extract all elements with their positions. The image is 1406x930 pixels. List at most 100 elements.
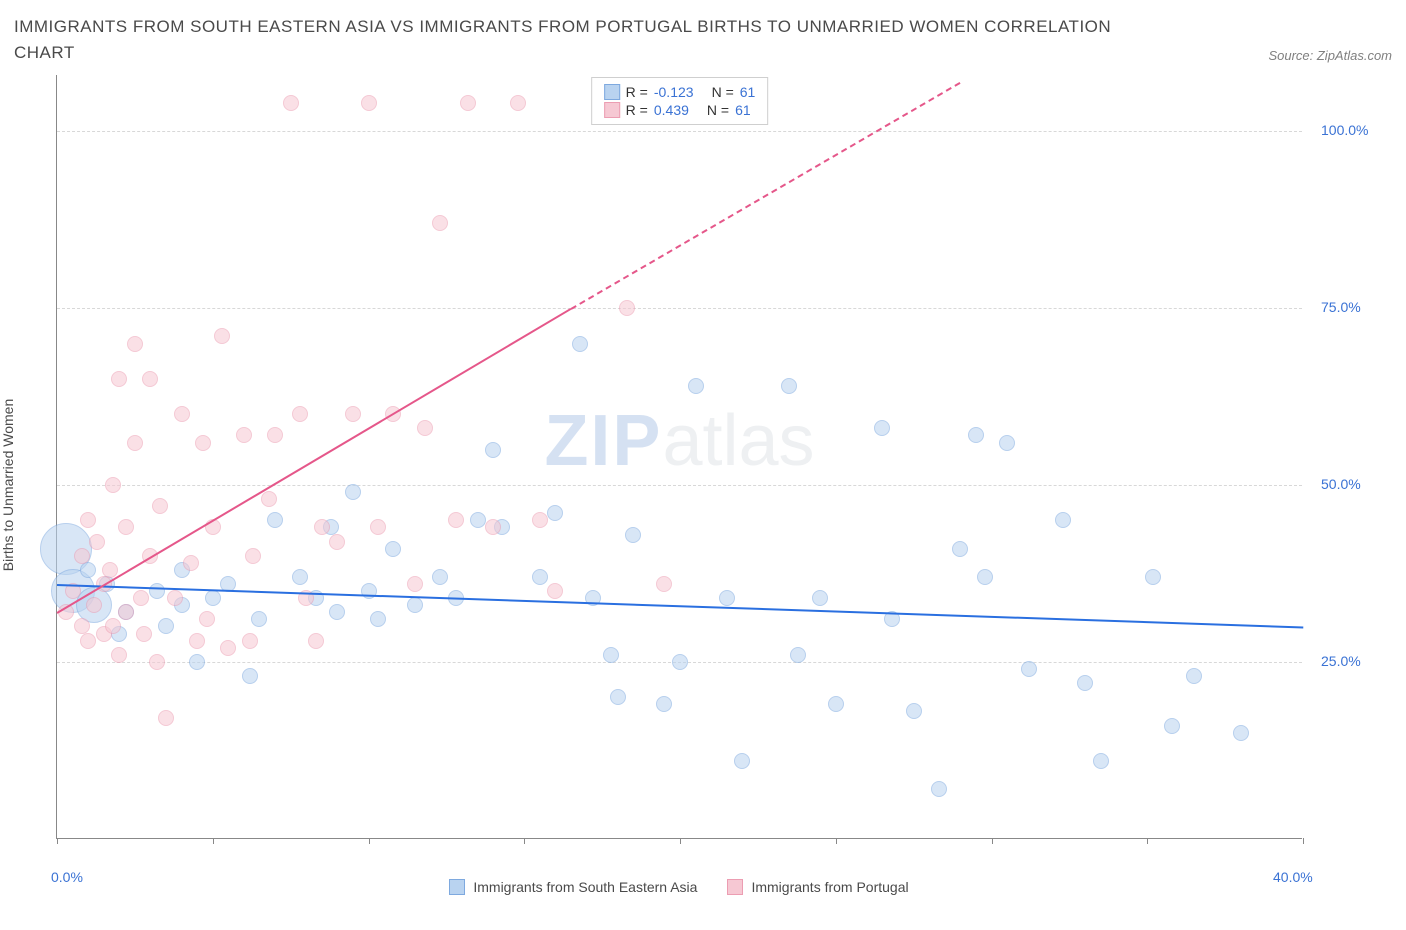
data-point-portugal — [361, 95, 377, 111]
swatch-sea — [449, 879, 465, 895]
x-tick — [524, 838, 525, 844]
data-point-portugal — [510, 95, 526, 111]
data-point-portugal — [74, 548, 90, 564]
data-point-portugal — [158, 710, 174, 726]
data-point-sea — [485, 442, 501, 458]
data-point-sea — [672, 654, 688, 670]
data-point-sea — [158, 618, 174, 634]
data-point-portugal — [432, 215, 448, 231]
data-point-portugal — [142, 371, 158, 387]
data-point-portugal — [199, 611, 215, 627]
r-label: R = — [626, 84, 648, 100]
data-point-portugal — [149, 654, 165, 670]
data-point-portugal — [136, 626, 152, 642]
data-point-portugal — [214, 328, 230, 344]
data-point-sea — [812, 590, 828, 606]
data-point-portugal — [133, 590, 149, 606]
r-label: R = — [626, 102, 648, 118]
x-tick — [836, 838, 837, 844]
data-point-sea — [931, 781, 947, 797]
n-label: N = — [707, 102, 729, 118]
data-point-sea — [385, 541, 401, 557]
data-point-portugal — [127, 435, 143, 451]
data-point-portugal — [292, 406, 308, 422]
source-attribution: Source: ZipAtlas.com — [1268, 48, 1392, 67]
data-point-sea — [625, 527, 641, 543]
r-value: 0.439 — [654, 102, 689, 118]
data-point-sea — [532, 569, 548, 585]
data-point-sea — [251, 611, 267, 627]
data-point-sea — [874, 420, 890, 436]
x-tick — [680, 838, 681, 844]
data-point-portugal — [174, 406, 190, 422]
data-point-portugal — [111, 647, 127, 663]
data-point-sea — [149, 583, 165, 599]
y-tick-label: 100.0% — [1321, 122, 1368, 138]
legend-label: Immigrants from South Eastern Asia — [473, 879, 697, 895]
data-point-portugal — [167, 590, 183, 606]
data-point-sea — [719, 590, 735, 606]
data-point-sea — [1021, 661, 1037, 677]
header: IMMIGRANTS FROM SOUTH EASTERN ASIA VS IM… — [14, 14, 1392, 67]
n-value: 61 — [740, 84, 756, 100]
data-point-portugal — [283, 95, 299, 111]
swatch-portugal — [727, 879, 743, 895]
x-tick — [57, 838, 58, 844]
y-tick-label: 75.0% — [1321, 299, 1361, 315]
data-point-sea — [329, 604, 345, 620]
trend-line — [57, 584, 1303, 628]
data-point-sea — [572, 336, 588, 352]
data-point-portugal — [345, 406, 361, 422]
data-point-sea — [432, 569, 448, 585]
data-point-sea — [999, 435, 1015, 451]
data-point-sea — [80, 562, 96, 578]
data-point-sea — [603, 647, 619, 663]
plot-area: ZIPatlas R =-0.123N =61R =0.439N =61 25.… — [56, 75, 1302, 839]
n-label: N = — [712, 84, 734, 100]
data-point-portugal — [242, 633, 258, 649]
gridline — [57, 131, 1302, 132]
data-point-portugal — [236, 427, 252, 443]
data-point-portugal — [245, 548, 261, 564]
data-point-portugal — [267, 427, 283, 443]
data-point-sea — [1145, 569, 1161, 585]
x-tick — [1147, 838, 1148, 844]
data-point-portugal — [89, 534, 105, 550]
data-point-portugal — [118, 604, 134, 620]
data-point-sea — [1077, 675, 1093, 691]
data-point-sea — [790, 647, 806, 663]
r-value: -0.123 — [654, 84, 694, 100]
data-point-portugal — [220, 640, 236, 656]
stats-legend: R =-0.123N =61R =0.439N =61 — [591, 77, 769, 125]
stats-row-sea: R = -0.123 N = 61 — [604, 84, 756, 100]
watermark: ZIPatlas — [544, 400, 814, 482]
data-point-portugal — [183, 555, 199, 571]
data-point-portugal — [314, 519, 330, 535]
x-tick — [1303, 838, 1304, 844]
legend-item-portugal: Immigrants from Portugal — [727, 879, 908, 895]
y-tick-label: 25.0% — [1321, 653, 1361, 669]
data-point-portugal — [485, 519, 501, 535]
swatch-portugal — [604, 102, 620, 118]
x-tick — [992, 838, 993, 844]
data-point-portugal — [118, 519, 134, 535]
series-legend: Immigrants from South Eastern Asia Immigr… — [56, 879, 1302, 895]
data-point-sea — [656, 696, 672, 712]
y-tick-label: 50.0% — [1321, 476, 1361, 492]
data-point-sea — [952, 541, 968, 557]
data-point-portugal — [105, 477, 121, 493]
data-point-portugal — [619, 300, 635, 316]
data-point-portugal — [370, 519, 386, 535]
data-point-portugal — [195, 435, 211, 451]
data-point-sea — [977, 569, 993, 585]
data-point-sea — [547, 505, 563, 521]
data-point-sea — [242, 668, 258, 684]
data-point-portugal — [261, 491, 277, 507]
data-point-portugal — [105, 618, 121, 634]
data-point-sea — [370, 611, 386, 627]
n-value: 61 — [735, 102, 751, 118]
swatch-sea — [604, 84, 620, 100]
x-tick — [213, 838, 214, 844]
data-point-sea — [968, 427, 984, 443]
data-point-sea — [781, 378, 797, 394]
